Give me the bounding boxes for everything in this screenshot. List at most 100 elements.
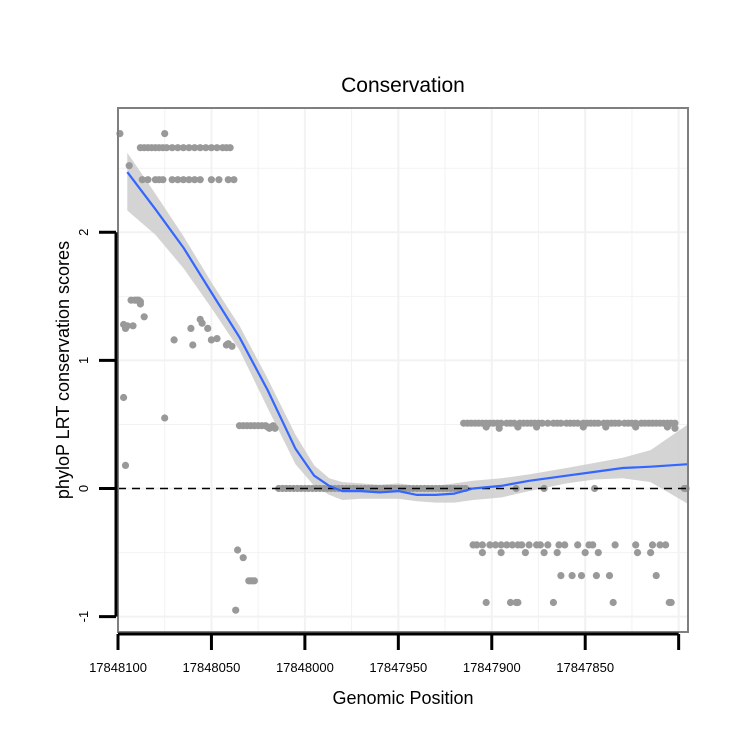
data-point bbox=[611, 541, 619, 549]
x-tick-label: 17847950 bbox=[369, 660, 427, 675]
data-point bbox=[121, 461, 130, 469]
data-point bbox=[671, 424, 679, 432]
data-point bbox=[652, 572, 660, 580]
data-point bbox=[667, 598, 675, 607]
data-point bbox=[179, 176, 187, 184]
data-point bbox=[234, 546, 242, 554]
data-point bbox=[168, 176, 176, 184]
data-point bbox=[473, 541, 481, 549]
data-point bbox=[204, 324, 212, 332]
data-point bbox=[632, 423, 640, 431]
data-point bbox=[161, 130, 169, 138]
data-point bbox=[615, 419, 623, 427]
data-point bbox=[213, 335, 221, 343]
data-point bbox=[250, 577, 258, 585]
data-point bbox=[140, 313, 148, 321]
data-point bbox=[536, 541, 545, 549]
data-point bbox=[478, 541, 486, 549]
plot-border bbox=[117, 107, 689, 633]
y-tick-label: 1 bbox=[76, 357, 91, 364]
data-point bbox=[553, 549, 561, 557]
data-point bbox=[224, 176, 232, 184]
data-point bbox=[226, 144, 234, 152]
data-point bbox=[174, 144, 182, 152]
data-point bbox=[271, 424, 279, 432]
x-tick-label: 17848050 bbox=[183, 660, 241, 675]
data-point bbox=[648, 541, 657, 549]
data-point bbox=[179, 144, 187, 152]
data-point bbox=[561, 541, 569, 549]
data-point bbox=[191, 144, 199, 152]
data-point bbox=[549, 598, 558, 607]
data-point bbox=[168, 144, 176, 152]
data-point bbox=[497, 541, 505, 549]
data-point bbox=[594, 419, 602, 427]
data-point bbox=[632, 541, 640, 549]
x-axis: 17848100 17848050 17848000 17847950 17847900… bbox=[89, 632, 681, 675]
confidence-band-layer bbox=[127, 152, 689, 504]
data-point bbox=[544, 541, 552, 549]
data-point bbox=[506, 598, 515, 607]
data-point bbox=[478, 549, 486, 557]
y-tick-label: 2 bbox=[76, 229, 91, 236]
data-point bbox=[656, 541, 664, 549]
data-point bbox=[533, 423, 541, 431]
data-point bbox=[202, 144, 210, 152]
data-point bbox=[663, 423, 672, 431]
data-point bbox=[191, 176, 199, 184]
data-point bbox=[514, 598, 522, 607]
data-point bbox=[577, 572, 586, 580]
data-point bbox=[525, 541, 533, 549]
data-point bbox=[557, 572, 565, 580]
smooth-trend-line bbox=[126, 171, 689, 496]
data-point bbox=[189, 341, 197, 349]
data-point bbox=[589, 541, 597, 549]
data-point bbox=[125, 162, 133, 170]
data-point bbox=[138, 176, 146, 184]
data-point bbox=[486, 541, 494, 549]
data-point bbox=[239, 554, 247, 562]
data-point bbox=[207, 176, 215, 184]
data-point bbox=[514, 423, 522, 431]
x-tick-label: 17848000 bbox=[276, 660, 334, 675]
data-point bbox=[671, 419, 679, 427]
data-point bbox=[129, 322, 137, 330]
x-axis-title: Genomic Position bbox=[332, 688, 473, 708]
data-point bbox=[497, 549, 505, 557]
chart-title: Conservation bbox=[341, 74, 465, 97]
grid-lines bbox=[117, 108, 688, 632]
data-point bbox=[159, 176, 167, 184]
data-point bbox=[521, 549, 530, 557]
data-point bbox=[228, 342, 236, 350]
y-axis-title: phyloP LRT conservation scores bbox=[53, 241, 73, 499]
data-point bbox=[482, 423, 490, 431]
data-point bbox=[538, 419, 546, 427]
data-point bbox=[491, 541, 500, 549]
data-point bbox=[207, 336, 215, 344]
data-point bbox=[647, 549, 655, 557]
data-point bbox=[557, 419, 565, 427]
data-point bbox=[495, 424, 503, 432]
smooth-line-layer bbox=[126, 171, 689, 496]
data-point bbox=[544, 419, 552, 427]
y-tick-label: 0 bbox=[76, 485, 91, 492]
data-point bbox=[568, 572, 576, 580]
data-point bbox=[579, 423, 587, 431]
data-point bbox=[187, 324, 195, 332]
data-point bbox=[503, 541, 511, 549]
data-point bbox=[136, 300, 144, 308]
data-point bbox=[605, 572, 614, 580]
data-point bbox=[574, 419, 582, 427]
data-point bbox=[198, 319, 206, 327]
data-point bbox=[594, 549, 602, 557]
confidence-band bbox=[127, 152, 689, 504]
data-point bbox=[185, 176, 193, 184]
x-tick-label: 17847900 bbox=[463, 660, 521, 675]
data-point bbox=[602, 423, 610, 431]
data-point bbox=[482, 598, 490, 607]
data-point bbox=[213, 144, 221, 152]
data-point bbox=[123, 322, 131, 330]
data-point bbox=[518, 541, 526, 549]
data-point bbox=[163, 144, 171, 152]
y-tick-label: -1 bbox=[76, 611, 91, 623]
